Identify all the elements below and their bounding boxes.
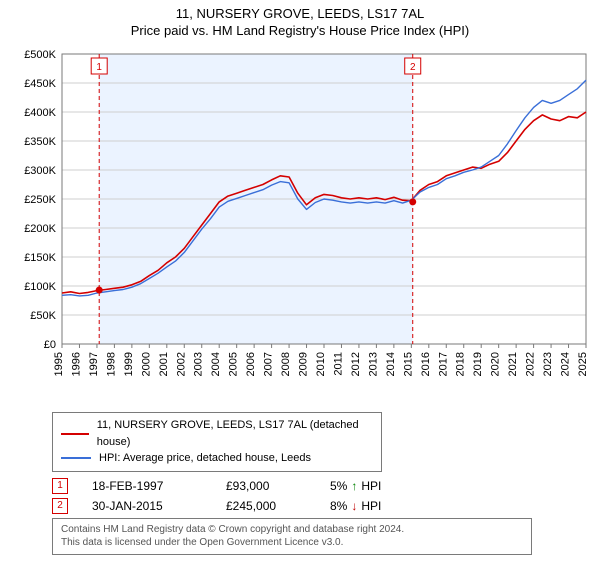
svg-text:2014: 2014 xyxy=(385,352,397,376)
marker-diff: 5% ↑ HPI xyxy=(330,479,381,493)
marker-diff-suffix: HPI xyxy=(361,499,381,513)
svg-text:2004: 2004 xyxy=(210,352,222,376)
svg-text:2021: 2021 xyxy=(507,352,519,376)
marker-price: £245,000 xyxy=(226,499,306,513)
marker-diff: 8% ↓ HPI xyxy=(330,499,381,513)
figure: 11, NURSERY GROVE, LEEDS, LS17 7AL Price… xyxy=(0,0,600,561)
svg-text:£500K: £500K xyxy=(24,49,56,61)
svg-text:£400K: £400K xyxy=(24,107,56,119)
svg-text:2019: 2019 xyxy=(472,352,484,376)
marker-date: 30-JAN-2015 xyxy=(92,499,202,513)
marker-index-box: 1 xyxy=(52,478,68,494)
svg-text:1999: 1999 xyxy=(123,352,135,376)
svg-text:2008: 2008 xyxy=(280,352,292,376)
sale-marker-row: 1 18-FEB-1997 £93,000 5% ↑ HPI xyxy=(52,478,590,494)
marker-date: 18-FEB-1997 xyxy=(92,479,202,493)
legend-swatch xyxy=(61,433,89,435)
marker-diff-pct: 5% xyxy=(330,479,347,493)
svg-text:2024: 2024 xyxy=(560,352,572,376)
svg-text:2005: 2005 xyxy=(228,352,240,376)
legend-item: 11, NURSERY GROVE, LEEDS, LS17 7AL (deta… xyxy=(61,417,373,450)
credit: Contains HM Land Registry data © Crown c… xyxy=(52,518,532,555)
svg-text:2022: 2022 xyxy=(525,352,537,376)
svg-text:£300K: £300K xyxy=(24,165,56,177)
legend-swatch xyxy=(61,457,91,459)
svg-text:£450K: £450K xyxy=(24,78,56,90)
svg-text:2010: 2010 xyxy=(315,352,327,376)
arrow-down-icon: ↓ xyxy=(351,499,357,513)
sale-marker-row: 2 30-JAN-2015 £245,000 8% ↓ HPI xyxy=(52,498,590,514)
svg-text:2: 2 xyxy=(410,62,416,73)
svg-text:2007: 2007 xyxy=(263,352,275,376)
svg-text:2023: 2023 xyxy=(542,352,554,376)
svg-text:1997: 1997 xyxy=(88,352,100,376)
svg-text:2000: 2000 xyxy=(140,352,152,376)
legend-item: HPI: Average price, detached house, Leed… xyxy=(61,450,373,467)
svg-text:2015: 2015 xyxy=(402,352,414,376)
svg-text:2001: 2001 xyxy=(158,352,170,376)
marker-diff-pct: 8% xyxy=(330,499,347,513)
svg-text:2002: 2002 xyxy=(175,352,187,376)
credit-line1: Contains HM Land Registry data © Crown c… xyxy=(61,523,523,537)
svg-text:£250K: £250K xyxy=(24,194,56,206)
svg-text:1: 1 xyxy=(96,62,102,73)
svg-text:2012: 2012 xyxy=(350,352,362,376)
svg-text:2009: 2009 xyxy=(298,352,310,376)
svg-text:2017: 2017 xyxy=(437,352,449,376)
marker-index-box: 2 xyxy=(52,498,68,514)
svg-text:2006: 2006 xyxy=(245,352,257,376)
svg-text:£200K: £200K xyxy=(24,223,56,235)
svg-text:1996: 1996 xyxy=(70,352,82,376)
arrow-up-icon: ↑ xyxy=(351,479,357,493)
legend-label: 11, NURSERY GROVE, LEEDS, LS17 7AL (deta… xyxy=(97,417,373,450)
svg-text:£50K: £50K xyxy=(30,310,56,322)
svg-text:£100K: £100K xyxy=(24,281,56,293)
svg-text:2013: 2013 xyxy=(367,352,379,376)
svg-text:£150K: £150K xyxy=(24,252,56,264)
svg-text:£0: £0 xyxy=(44,339,56,351)
credit-line2: This data is licensed under the Open Gov… xyxy=(61,536,523,550)
chart-svg: £0 £50K £100K £150K £200K £250K £300K £350K £400… xyxy=(10,44,590,404)
sale-markers: 1 18-FEB-1997 £93,000 5% ↑ HPI 2 30-JAN-2015 £24… xyxy=(52,478,590,514)
marker-price: £93,000 xyxy=(226,479,306,493)
figure-title-line2: Price paid vs. HM Land Registry's House … xyxy=(10,23,590,38)
svg-text:2011: 2011 xyxy=(332,352,344,376)
svg-text:1995: 1995 xyxy=(53,352,65,376)
svg-text:2016: 2016 xyxy=(420,352,432,376)
svg-text:1998: 1998 xyxy=(105,352,117,376)
svg-text:2003: 2003 xyxy=(193,352,205,376)
legend-label: HPI: Average price, detached house, Leed… xyxy=(99,450,311,467)
figure-title-line1: 11, NURSERY GROVE, LEEDS, LS17 7AL xyxy=(10,6,590,21)
svg-text:2020: 2020 xyxy=(490,352,502,376)
legend: 11, NURSERY GROVE, LEEDS, LS17 7AL (deta… xyxy=(52,412,382,472)
svg-text:2025: 2025 xyxy=(577,352,589,376)
marker-diff-suffix: HPI xyxy=(361,479,381,493)
svg-text:2018: 2018 xyxy=(455,352,467,376)
price-chart: £0 £50K £100K £150K £200K £250K £300K £350K £400… xyxy=(10,44,590,404)
svg-text:£350K: £350K xyxy=(24,136,56,148)
